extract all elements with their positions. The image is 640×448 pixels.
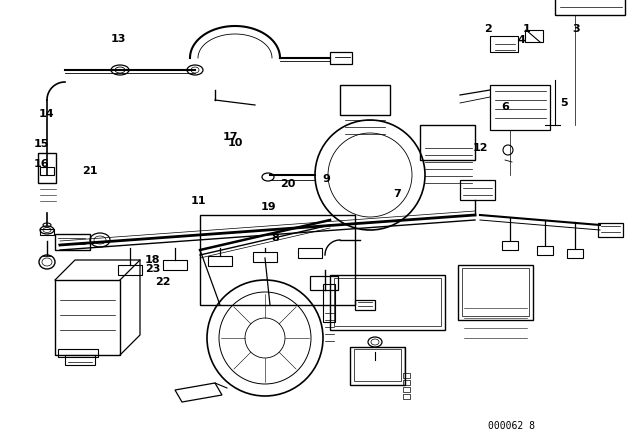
Bar: [460, 180, 495, 200]
Text: 23: 23: [145, 264, 160, 274]
Bar: [420, 125, 475, 160]
Bar: [298, 248, 322, 258]
Bar: [567, 249, 583, 258]
Bar: [40, 229, 54, 235]
Text: 2: 2: [484, 24, 492, 34]
Text: 16: 16: [34, 159, 49, 168]
Text: 19: 19: [261, 202, 276, 212]
Text: 4: 4: [518, 35, 525, 45]
Bar: [502, 241, 518, 250]
Bar: [403, 380, 410, 385]
Bar: [354, 349, 401, 381]
Bar: [330, 52, 352, 64]
Bar: [330, 275, 445, 330]
Bar: [208, 256, 232, 266]
Bar: [58, 349, 98, 357]
Bar: [490, 85, 550, 130]
Bar: [355, 300, 375, 310]
Text: 3: 3: [572, 24, 580, 34]
Bar: [525, 30, 543, 42]
Text: 22: 22: [156, 277, 171, 287]
Text: 21: 21: [82, 166, 97, 176]
Text: 9: 9: [323, 174, 330, 184]
Bar: [555, 0, 625, 15]
Text: 14: 14: [38, 109, 54, 119]
Bar: [403, 394, 410, 399]
Bar: [163, 260, 187, 270]
Bar: [55, 280, 120, 355]
Bar: [403, 373, 410, 378]
Bar: [458, 265, 533, 320]
Bar: [490, 36, 518, 52]
Bar: [38, 153, 56, 183]
Bar: [334, 278, 441, 326]
Text: 11: 11: [191, 196, 206, 206]
Bar: [462, 268, 529, 316]
Bar: [598, 223, 623, 237]
Bar: [323, 284, 335, 322]
Text: 000062 8: 000062 8: [488, 422, 536, 431]
Bar: [403, 387, 410, 392]
Bar: [65, 355, 95, 365]
Bar: [40, 167, 54, 175]
Text: 8: 8: [271, 233, 279, 243]
Text: 7: 7: [393, 189, 401, 198]
Text: 6: 6: [502, 102, 509, 112]
Bar: [340, 85, 390, 115]
Bar: [200, 215, 355, 305]
Text: 5: 5: [561, 98, 568, 108]
Bar: [118, 265, 142, 275]
Bar: [253, 252, 277, 262]
Text: 13: 13: [111, 34, 126, 44]
Text: 15: 15: [34, 139, 49, 149]
Text: 10: 10: [228, 138, 243, 148]
Bar: [310, 276, 338, 290]
Bar: [55, 234, 90, 250]
Bar: [350, 347, 405, 385]
Bar: [537, 246, 553, 255]
Text: 12: 12: [472, 143, 488, 153]
Text: 18: 18: [145, 255, 160, 265]
Text: 20: 20: [280, 179, 296, 189]
Text: 1: 1: [522, 24, 530, 34]
Text: 17: 17: [223, 132, 238, 142]
